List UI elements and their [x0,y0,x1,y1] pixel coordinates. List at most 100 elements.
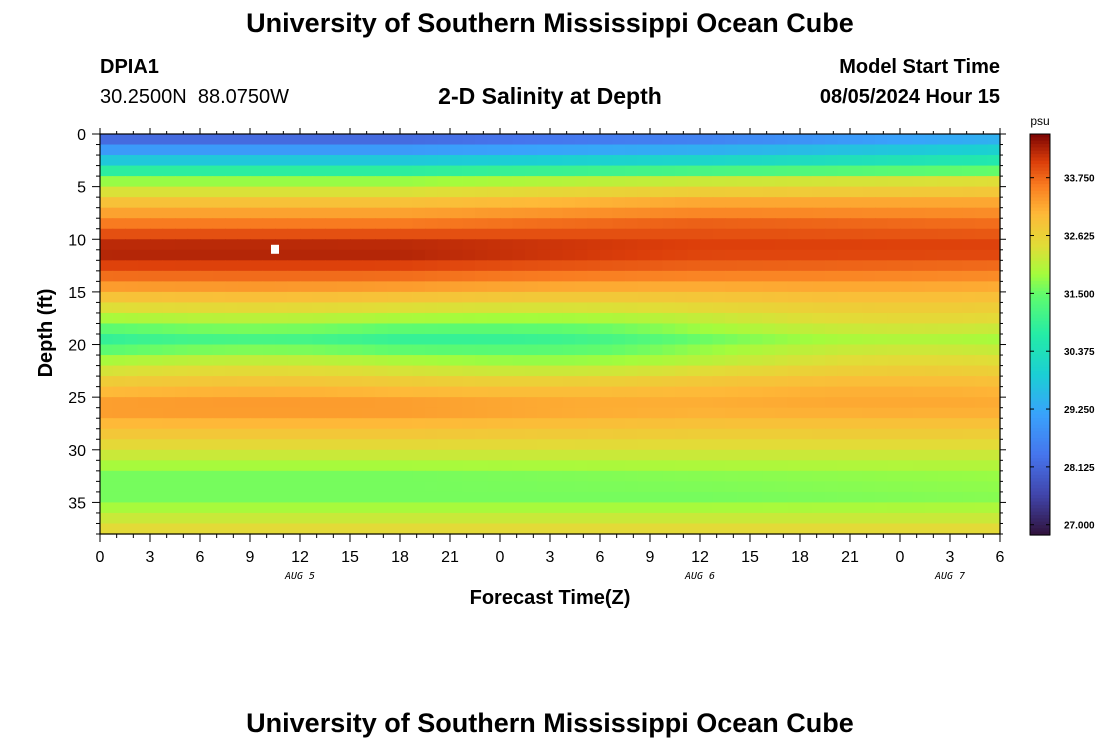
heatmap-cell [137,323,151,335]
heatmap-cell [387,502,401,514]
heatmap-cell [550,270,564,282]
heatmap-cell [387,291,401,304]
heatmap-cell [350,239,364,251]
heatmap-cell [425,281,439,293]
heatmap-cell [287,302,301,314]
heatmap-cell [625,512,639,525]
heatmap-cell [700,407,714,419]
heatmap-cell [137,397,151,409]
heatmap-cell [200,439,214,451]
heatmap-cell [825,302,839,314]
heatmap-cell [212,134,226,146]
colorbar-segment [1030,468,1050,473]
heatmap-cell [187,355,201,367]
heatmap-cell [112,323,126,335]
colorbar-segment [1030,294,1050,299]
heatmap-cell [912,134,926,146]
heatmap-cell [237,502,251,514]
heatmap-cell [637,386,651,398]
heatmap-cell [787,397,801,409]
heatmap-cell [912,470,926,482]
heatmap-cell [575,291,589,304]
heatmap-cell [475,449,489,461]
heatmap-cell [762,302,776,314]
heatmap-cell [912,312,926,325]
heatmap-cell [675,291,689,304]
heatmap-cell [175,228,189,240]
heatmap-cell [287,186,301,198]
heatmap-cell [937,418,951,430]
heatmap-cell [375,239,389,251]
heatmap-cell [787,239,801,251]
heatmap-cell [600,439,614,451]
heatmap-cell [775,249,789,261]
heatmap-cell [287,165,301,177]
heatmap-cell [612,134,626,146]
heatmap-cell [100,365,114,377]
heatmap-cell [275,512,289,525]
heatmap-cell [437,165,451,177]
heatmap-cell [175,407,189,419]
heatmap-cell [787,186,801,198]
heatmap-cell [250,323,264,335]
heatmap-cell [637,344,651,356]
heatmap-cell [425,376,439,388]
heatmap-cell [275,302,289,314]
heatmap-cell [212,470,226,482]
heatmap-cell [112,334,126,346]
heatmap-cell [412,176,426,188]
colorbar-tick-label: 31.500 [1064,289,1095,300]
heatmap-cell [150,197,164,209]
heatmap-cell [325,291,339,304]
heatmap-cell [500,386,514,398]
heatmap-cell [362,365,376,377]
x-tick-label: 15 [341,549,359,566]
heatmap-cell [262,481,276,493]
heatmap-cell [987,207,1001,219]
heatmap-cell [762,312,776,325]
heatmap-cell [312,407,326,419]
heatmap-cell [662,407,676,419]
heatmap-cell [200,481,214,493]
heatmap-cell [362,186,376,198]
heatmap-cell [375,134,389,146]
heatmap-cell [162,270,176,282]
heatmap-cell [787,323,801,335]
heatmap-cell [362,228,376,240]
heatmap-cell [237,355,251,367]
heatmap-cell [237,344,251,356]
heatmap-cell [387,239,401,251]
heatmap-cell [850,144,864,156]
heatmap-cell [825,176,839,188]
heatmap-cell [762,365,776,377]
heatmap-cell [575,397,589,409]
heatmap-cell [900,218,914,230]
heatmap-cell [225,470,239,482]
heatmap-cell [887,302,901,314]
heatmap-cell [412,302,426,314]
colorbar-segment [1030,260,1050,265]
heatmap-cell [725,260,739,272]
heatmap-cell [900,165,914,177]
heatmap-cell [787,144,801,156]
heatmap-cell [712,428,726,440]
heatmap-cell [337,481,351,493]
heatmap-cell [587,502,601,514]
heatmap-cell [112,481,126,493]
heatmap-cell [700,302,714,314]
heatmap-cell [262,155,276,167]
heatmap-cell [400,218,414,230]
heatmap-cell [275,470,289,482]
heatmap-cell [862,218,876,230]
heatmap-cell [537,460,551,472]
heatmap-cell [625,270,639,282]
heatmap-cell [137,386,151,398]
heatmap-cell [787,270,801,282]
heatmap-cell [962,134,976,146]
heatmap-cell [112,134,126,146]
heatmap-cell [437,365,451,377]
heatmap-cell [462,270,476,282]
heatmap-cell [362,512,376,525]
heatmap-cell [175,239,189,251]
heatmap-cell [725,470,739,482]
